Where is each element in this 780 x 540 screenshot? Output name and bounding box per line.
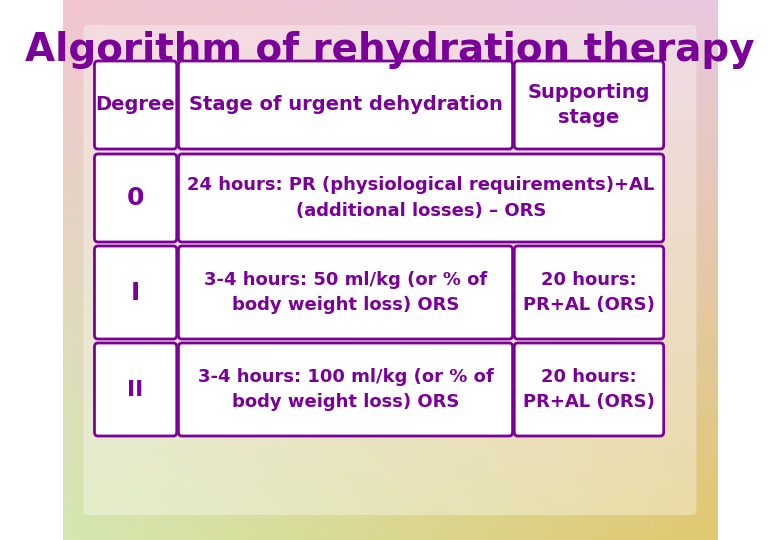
FancyBboxPatch shape xyxy=(94,154,177,242)
Text: 0: 0 xyxy=(127,186,144,210)
FancyBboxPatch shape xyxy=(514,61,664,149)
Text: 20 hours:
PR+AL (ORS): 20 hours: PR+AL (ORS) xyxy=(523,368,655,411)
FancyBboxPatch shape xyxy=(179,61,512,149)
Text: II: II xyxy=(127,380,144,400)
FancyBboxPatch shape xyxy=(514,343,664,436)
Text: I: I xyxy=(131,280,140,305)
Text: Stage of urgent dehydration: Stage of urgent dehydration xyxy=(189,96,502,114)
Text: 20 hours:
PR+AL (ORS): 20 hours: PR+AL (ORS) xyxy=(523,271,655,314)
Text: 3-4 hours: 50 ml/kg (or % of
body weight loss) ORS: 3-4 hours: 50 ml/kg (or % of body weight… xyxy=(204,271,488,314)
FancyBboxPatch shape xyxy=(94,343,177,436)
FancyBboxPatch shape xyxy=(179,246,512,339)
FancyBboxPatch shape xyxy=(179,154,664,242)
FancyBboxPatch shape xyxy=(514,246,664,339)
FancyBboxPatch shape xyxy=(83,25,697,515)
FancyBboxPatch shape xyxy=(94,61,177,149)
Text: 3-4 hours: 100 ml/kg (or % of
body weight loss) ORS: 3-4 hours: 100 ml/kg (or % of body weigh… xyxy=(197,368,494,411)
Text: Algorithm of rehydration therapy: Algorithm of rehydration therapy xyxy=(25,31,755,69)
Text: 24 hours: PR (physiological requirements)+AL
(additional losses) – ORS: 24 hours: PR (physiological requirements… xyxy=(187,177,654,219)
Text: Supporting
stage: Supporting stage xyxy=(528,83,651,127)
Text: Degree: Degree xyxy=(96,96,176,114)
FancyBboxPatch shape xyxy=(94,246,177,339)
FancyBboxPatch shape xyxy=(179,343,512,436)
